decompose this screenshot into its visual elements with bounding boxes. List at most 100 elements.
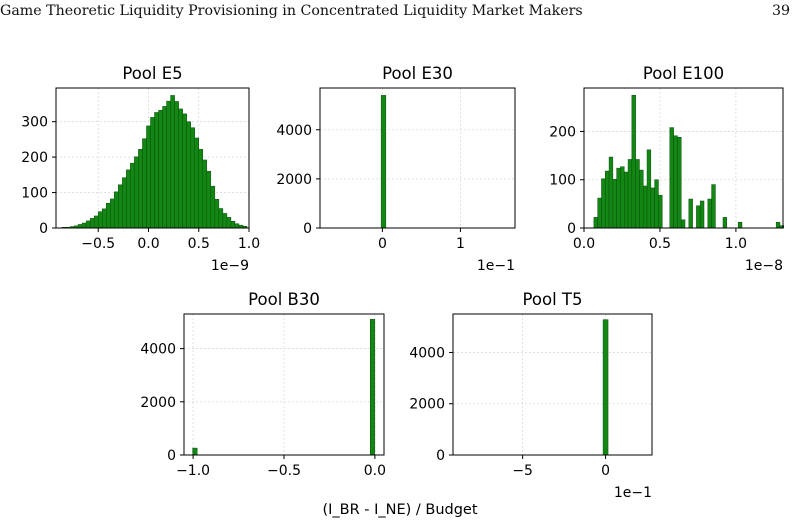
- y-tick-label: 2000: [409, 397, 445, 413]
- histogram-bar: [737, 221, 743, 229]
- histogram-bar: [214, 199, 220, 229]
- y-tick-label: 100: [21, 186, 48, 202]
- histogram-bar: [174, 101, 179, 229]
- panel-title: Pool T5: [523, 290, 583, 309]
- x-offset-label: 1e−1: [614, 485, 652, 501]
- x-tick-label: 1.0: [238, 236, 260, 252]
- x-tick-label: −0.5: [267, 463, 301, 479]
- histogram-bar: [158, 110, 163, 229]
- histogram-bar: [631, 94, 636, 229]
- histogram-bar: [206, 171, 212, 229]
- histogram-bar: [658, 194, 663, 229]
- x-tick-label: 0.0: [573, 236, 595, 252]
- histogram-bar: [138, 149, 143, 229]
- histogram-bar: [612, 178, 617, 229]
- histogram-bar: [234, 223, 240, 229]
- histogram-bar: [170, 95, 175, 229]
- y-tick-label: 2000: [276, 172, 312, 188]
- histogram-bar: [101, 208, 107, 229]
- axes-frame: [452, 313, 653, 456]
- x-tick-label: 1.0: [725, 236, 747, 252]
- axes-frame: [55, 87, 250, 229]
- panel-title: Pool B30: [248, 290, 320, 309]
- histogram-panel-3: 0.0 0.5 1.0 0 100 200 Pool E100 1e−8: [549, 64, 785, 274]
- histogram-bar: [89, 218, 95, 229]
- shared-x-axis-label: (I_BR - I_NE) / Budget: [322, 502, 477, 518]
- histogram-bar: [230, 221, 236, 229]
- histogram-panel-4: −1.0 −0.5 0.0 0 2000 4000 Pool B30: [140, 290, 386, 479]
- histogram-bar: [699, 200, 705, 229]
- histogram-bar: [114, 191, 119, 229]
- y-tick-label: 200: [549, 124, 576, 140]
- panel-title: Pool E5: [122, 64, 182, 83]
- histogram-panel-5: −5 0 0 2000 4000 Pool T5 1e−1: [409, 290, 653, 501]
- histogram-bar: [222, 213, 228, 229]
- histogram-bar: [166, 100, 171, 229]
- histogram-bar: [775, 221, 781, 229]
- y-tick-label: 4000: [276, 123, 312, 139]
- histogram-bar: [624, 171, 629, 229]
- histogram-bar: [198, 149, 204, 229]
- histogram-bar: [93, 215, 99, 229]
- histogram-bar: [110, 198, 115, 229]
- axes-frame: [319, 87, 516, 229]
- histogram-bar: [122, 177, 127, 229]
- x-tick-label: 0.5: [649, 236, 671, 252]
- x-tick-label: 1: [456, 236, 465, 252]
- histogram-bar: [226, 217, 232, 229]
- histogram-bar: [707, 198, 712, 229]
- histogram-bar: [677, 136, 682, 229]
- histogram-bar: [711, 184, 716, 229]
- histogram-bar: [639, 169, 644, 229]
- x-offset-label: 1e−9: [211, 258, 249, 274]
- histogram-bar: [194, 137, 199, 229]
- histogram-bar: [126, 169, 131, 229]
- histogram-bar: [97, 211, 103, 229]
- histogram-bar: [162, 106, 167, 229]
- histogram-bar: [182, 113, 187, 229]
- y-tick-label: 0: [39, 221, 48, 237]
- histogram-bar: [154, 112, 159, 229]
- histogram-bar: [85, 220, 91, 229]
- page-number: 39: [771, 3, 790, 19]
- y-tick-label: 300: [21, 115, 48, 131]
- x-tick-label: 0.0: [364, 463, 386, 479]
- y-tick-label: 4000: [140, 342, 176, 358]
- y-tick-label: 0: [436, 448, 445, 464]
- y-tick-label: 4000: [409, 345, 445, 361]
- histogram-bar: [380, 95, 387, 229]
- histogram-bar: [602, 319, 609, 456]
- histogram-bar: [146, 125, 151, 229]
- x-offset-label: 1e−1: [477, 258, 515, 274]
- histogram-bar: [106, 202, 111, 229]
- histogram-bar: [190, 127, 195, 229]
- histogram-bar: [627, 159, 633, 229]
- histogram-bar: [77, 224, 83, 229]
- page-header: Game Theoretic Liquidity Provisioning in…: [0, 0, 801, 30]
- axes-frame: [583, 87, 784, 229]
- x-tick-label: 0: [601, 463, 610, 479]
- histogram-bar: [654, 179, 659, 229]
- histogram-bar: [650, 187, 655, 229]
- y-tick-label: 100: [549, 173, 576, 189]
- histogram-bar: [130, 162, 135, 229]
- histogram-bar: [605, 170, 610, 229]
- y-tick-label: 2000: [140, 395, 176, 411]
- running-title: Game Theoretic Liquidity Provisioning in…: [0, 3, 583, 19]
- histogram-bar: [646, 149, 652, 229]
- histogram-bar: [642, 185, 648, 229]
- histogram-bar: [601, 178, 606, 229]
- histogram-bar: [669, 127, 674, 229]
- histogram-bar: [680, 219, 686, 229]
- histogram-bar: [186, 121, 191, 229]
- histogram-bar: [593, 217, 598, 229]
- x-tick-label: 0: [378, 236, 387, 252]
- histogram-bar: [118, 184, 123, 229]
- panel-title: Pool E30: [382, 64, 453, 83]
- x-tick-label: −0.5: [81, 236, 115, 252]
- histogram-bar: [688, 198, 693, 229]
- histogram-bar: [370, 319, 376, 456]
- histogram-bar: [192, 447, 198, 456]
- histogram-bar: [616, 167, 621, 229]
